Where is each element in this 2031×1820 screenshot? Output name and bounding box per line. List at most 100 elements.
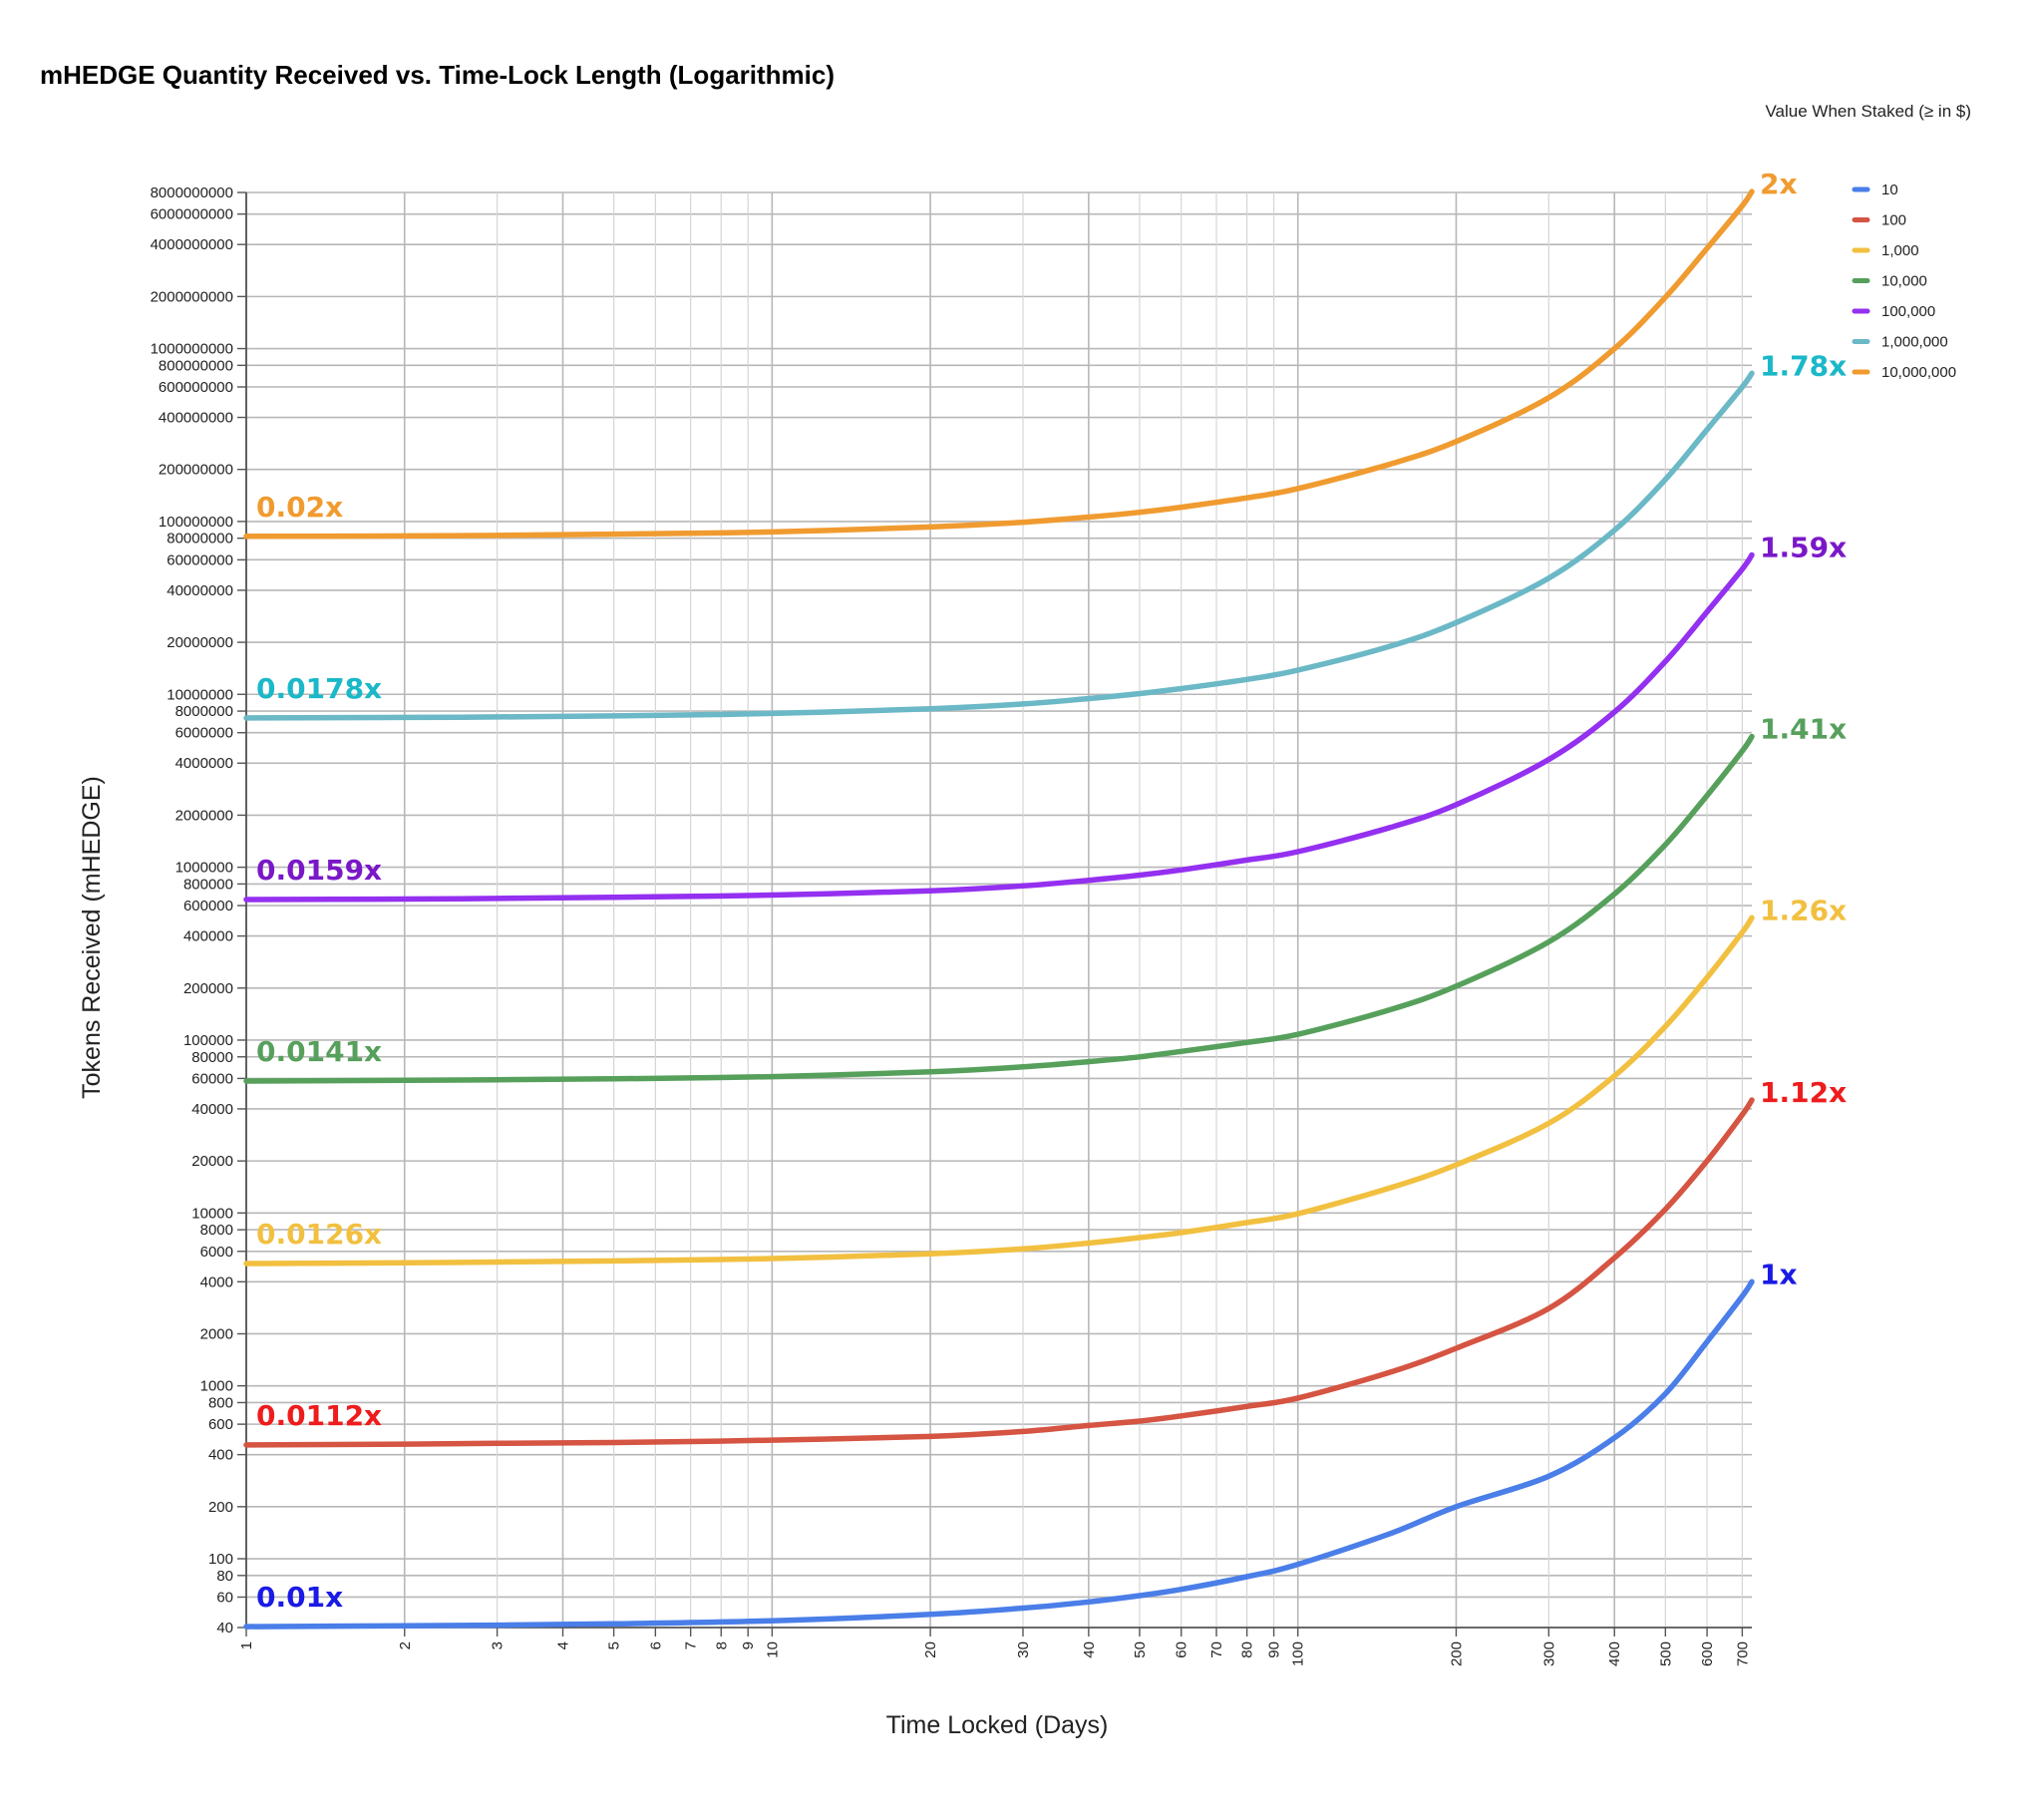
series-line-10 — [243, 1278, 1755, 1630]
y-tick-label: 1000000000 — [151, 341, 233, 358]
y-tick-label: 40000000 — [167, 582, 233, 599]
x-tick-label: 1 — [238, 1641, 255, 1649]
y-tick-label: 6000 — [200, 1244, 233, 1261]
end-multiplier-label: 2x — [1760, 168, 1798, 200]
y-tick-label: 60000000 — [167, 551, 233, 568]
x-tick-label: 5 — [606, 1641, 623, 1649]
x-tick-label: 200 — [1448, 1641, 1465, 1666]
x-tick-label: 100 — [1290, 1641, 1307, 1666]
y-tick-label: 6000000000 — [151, 206, 233, 223]
x-tick-label: 400 — [1606, 1641, 1623, 1666]
x-tick-label: 4 — [555, 1641, 572, 1649]
x-tick-label: 6 — [647, 1641, 664, 1649]
y-tick-label: 200000 — [183, 980, 233, 997]
y-tick-label: 6000000 — [175, 725, 233, 742]
x-tick-label: 70 — [1208, 1641, 1225, 1658]
start-multiplier-label: 0.0112x — [256, 1399, 382, 1432]
y-tick-label: 4000000 — [175, 755, 233, 772]
y-tick-label: 800000000 — [159, 357, 233, 374]
legend-label: 100,000 — [1881, 303, 1935, 320]
x-tick-label: 300 — [1540, 1641, 1557, 1666]
y-tick-label: 400000 — [183, 928, 233, 945]
legend-label: 10 — [1881, 182, 1898, 198]
x-tick-label: 2 — [397, 1641, 414, 1649]
end-multiplier-label: 1.59x — [1760, 532, 1847, 564]
y-tick-label: 80000 — [191, 1049, 233, 1066]
series-line-100 — [243, 1097, 1755, 1448]
y-tick-label: 600000 — [183, 898, 233, 914]
end-multiplier-label: 1.41x — [1760, 713, 1847, 746]
series-line-10000 — [243, 733, 1755, 1084]
x-tick-label: 90 — [1266, 1641, 1283, 1658]
y-tick-label: 20000000 — [167, 634, 233, 651]
y-tick-label: 400000000 — [159, 410, 233, 427]
y-tick-label: 4000000000 — [151, 236, 233, 253]
y-tick-label: 40 — [216, 1620, 233, 1637]
y-tick-label: 8000000 — [175, 703, 233, 720]
y-tick-label: 1000000 — [175, 860, 233, 877]
x-tick-label: 50 — [1132, 1641, 1149, 1658]
start-multiplier-label: 0.0126x — [256, 1218, 382, 1251]
legend-label: 10,000 — [1881, 273, 1927, 290]
y-tick-label: 60 — [216, 1589, 233, 1606]
y-tick-label: 600000000 — [159, 379, 233, 396]
start-multiplier-label: 0.02x — [256, 491, 343, 524]
end-multiplier-label: 1x — [1760, 1258, 1798, 1290]
y-tick-label: 8000000000 — [151, 184, 233, 201]
end-multiplier-label: 1.78x — [1760, 349, 1847, 382]
y-axis-title: Tokens Received (mHEDGE) — [78, 776, 106, 1099]
y-tick-label: 10000000 — [167, 686, 233, 703]
legend-label: 10,000,000 — [1881, 364, 1956, 381]
series-line-100000 — [243, 551, 1755, 903]
y-tick-label: 2000000000 — [151, 288, 233, 305]
y-tick-label: 800000 — [183, 876, 233, 893]
y-tick-label: 100000000 — [159, 514, 233, 531]
legend-label: 1,000,000 — [1881, 334, 1948, 351]
y-tick-label: 4000 — [200, 1274, 233, 1290]
start-multiplier-label: 0.0159x — [256, 854, 382, 887]
grid — [245, 191, 1752, 1629]
y-tick-label: 2000 — [200, 1325, 233, 1342]
x-axis-title: Time Locked (Days) — [886, 1711, 1109, 1739]
x-tick-label: 40 — [1081, 1641, 1098, 1658]
y-tick-label: 200 — [208, 1499, 233, 1516]
chart-title: mHEDGE Quantity Received vs. Time-Lock L… — [40, 60, 835, 90]
series-line-1000 — [243, 914, 1755, 1267]
legend-label: 100 — [1881, 212, 1906, 229]
y-tick-label: 60000 — [191, 1070, 233, 1087]
legend-title: Value When Staked (≥ in $) — [1765, 102, 1971, 121]
legend-label: 1,000 — [1881, 242, 1919, 259]
x-tick-label: 30 — [1015, 1641, 1032, 1658]
x-tick-label: 20 — [922, 1641, 939, 1658]
x-tick-label: 8 — [713, 1641, 730, 1649]
y-tick-label: 100000 — [183, 1032, 233, 1049]
x-tick-label: 10 — [764, 1641, 781, 1658]
y-tick-label: 800 — [208, 1394, 233, 1411]
end-multiplier-label: 1.26x — [1760, 894, 1847, 926]
x-axis-ticks: 1 2 3 4 5 6 7 8 9 10 20 30 40 50 60 70 80 90 100 200 300 400 5… — [238, 1628, 1751, 1666]
start-multiplier-label: 0.01x — [256, 1581, 343, 1614]
legend-items: 10 100 1,000 10,000 100,000 1,000,000 10,000,0… — [1852, 182, 1956, 381]
end-multiplier-label: 1.12x — [1760, 1076, 1847, 1109]
y-tick-label: 200000000 — [159, 462, 233, 479]
y-tick-label: 80 — [216, 1568, 233, 1585]
y-tick-label: 1000 — [200, 1378, 233, 1395]
legend: Value When Staked (≥ in $) 10 100 1,000 10,… — [1765, 102, 1971, 381]
y-tick-label: 40000 — [191, 1101, 233, 1118]
series-line-10000000 — [243, 188, 1755, 540]
y-tick-label: 8000 — [200, 1222, 233, 1239]
y-tick-label: 100 — [208, 1551, 233, 1568]
x-tick-label: 60 — [1174, 1641, 1190, 1658]
series-line-1000000 — [243, 370, 1755, 721]
y-tick-label: 2000000 — [175, 807, 233, 824]
x-tick-label: 700 — [1734, 1641, 1751, 1666]
y-tick-label: 400 — [208, 1447, 233, 1464]
x-tick-label: 3 — [490, 1641, 507, 1649]
series-group — [243, 188, 1755, 1630]
y-tick-label: 20000 — [191, 1153, 233, 1170]
x-tick-label: 500 — [1657, 1641, 1674, 1666]
y-tick-label: 80000000 — [167, 531, 233, 547]
annotations: 0.01x 1x 0.0112x 1.12x 0.0126x 1.26x 0.0141x 1.… — [256, 168, 1847, 1614]
